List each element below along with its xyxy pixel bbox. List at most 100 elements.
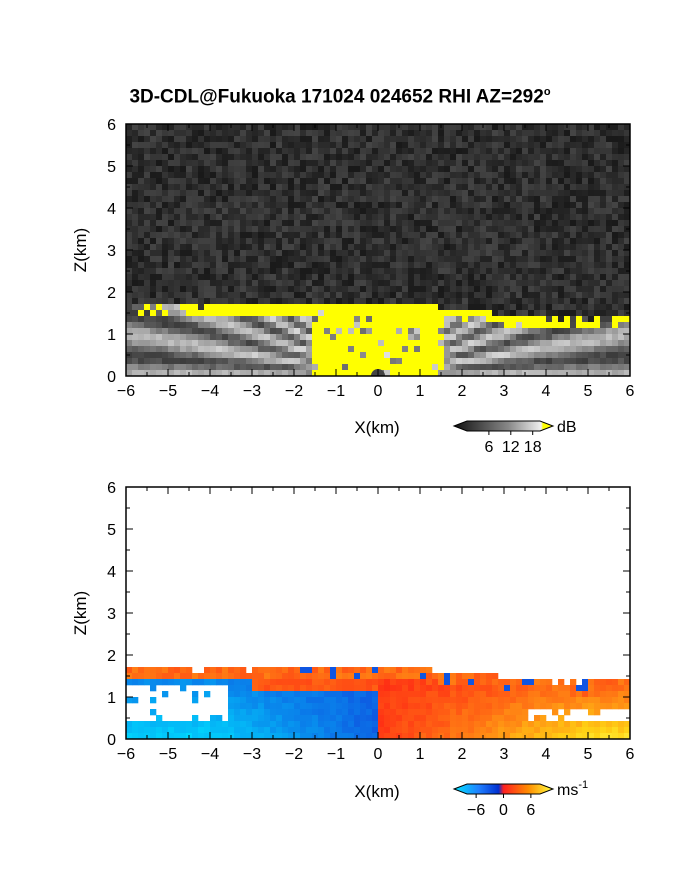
reflectivity-cell (552, 304, 559, 311)
velocity-cell (354, 727, 361, 734)
reflectivity-cell (318, 286, 325, 293)
velocity-cell (456, 727, 463, 734)
velocity-cell (288, 667, 295, 674)
velocity-cell (420, 715, 427, 722)
reflectivity-cell (396, 196, 403, 203)
reflectivity-cell (162, 190, 169, 197)
reflectivity-cell (222, 142, 229, 149)
reflectivity-cell (462, 244, 469, 251)
velocity-cell (462, 703, 469, 710)
reflectivity-cell (576, 154, 583, 161)
velocity-cell (624, 703, 630, 710)
reflectivity-cell (276, 262, 283, 269)
reflectivity-cell (558, 136, 565, 143)
reflectivity-cell (474, 256, 481, 263)
reflectivity-cell (534, 370, 541, 376)
reflectivity-cell (126, 334, 133, 341)
reflectivity-cell (204, 304, 211, 311)
reflectivity-cell (204, 328, 211, 335)
reflectivity-cell (462, 370, 469, 376)
velocity-cell (414, 709, 421, 716)
reflectivity-cell (606, 178, 613, 185)
velocity-cell (378, 697, 385, 704)
reflectivity-cell (174, 256, 181, 263)
reflectivity-cell (132, 238, 139, 245)
reflectivity-cell (168, 202, 175, 209)
reflectivity-cell (354, 226, 361, 233)
reflectivity-cell (564, 364, 571, 371)
reflectivity-cell (474, 196, 481, 203)
reflectivity-cell (300, 238, 307, 245)
reflectivity-cell (432, 298, 439, 305)
reflectivity-cell (192, 190, 199, 197)
reflectivity-cell (234, 136, 241, 143)
velocity-cell (408, 703, 415, 710)
reflectivity-cell (498, 124, 505, 131)
reflectivity-cell (258, 178, 265, 185)
reflectivity-cell (546, 352, 553, 359)
reflectivity-cell (612, 184, 619, 191)
reflectivity-cell (510, 166, 517, 173)
velocity-cell (318, 667, 325, 674)
reflectivity-cell (366, 154, 373, 161)
reflectivity-cell (558, 280, 565, 287)
reflectivity-cell (540, 142, 547, 149)
reflectivity-cell (186, 166, 193, 173)
velocity-x-label: X(km) (354, 782, 399, 801)
velocity-cell (456, 691, 463, 698)
reflectivity-cell (582, 346, 589, 353)
reflectivity-cell (366, 166, 373, 173)
velocity-cell (144, 667, 151, 674)
velocity-cell (234, 685, 241, 692)
velocity-cell (558, 721, 565, 728)
reflectivity-cell (450, 208, 457, 215)
reflectivity-cell (186, 214, 193, 221)
reflectivity-cell (318, 178, 325, 185)
velocity-cell (390, 679, 397, 686)
reflectivity-cell (444, 232, 451, 239)
velocity-cell (480, 685, 487, 692)
velocity-cell (432, 697, 439, 704)
reflectivity-y-tick-label: 0 (107, 369, 116, 386)
reflectivity-cell (240, 166, 247, 173)
reflectivity-cell (426, 370, 433, 376)
reflectivity-cell (570, 304, 577, 311)
velocity-cell (312, 679, 319, 686)
reflectivity-cell (576, 166, 583, 173)
reflectivity-cell (312, 244, 319, 251)
reflectivity-heatmap (126, 124, 630, 376)
reflectivity-cell (330, 124, 337, 131)
reflectivity-cell (570, 298, 577, 305)
reflectivity-cell (240, 298, 247, 305)
reflectivity-cell (126, 238, 133, 245)
velocity-cell (546, 691, 553, 698)
reflectivity-cell (210, 190, 217, 197)
reflectivity-cell (276, 178, 283, 185)
reflectivity-cell (600, 334, 607, 341)
reflectivity-cell (552, 334, 559, 341)
velocity-cell (312, 667, 319, 674)
reflectivity-cell (270, 268, 277, 275)
velocity-cell (366, 679, 373, 686)
reflectivity-cell (492, 280, 499, 287)
velocity-cell (432, 679, 439, 686)
velocity-cell (414, 715, 421, 722)
reflectivity-cell (444, 310, 451, 317)
velocity-cell (408, 733, 415, 739)
reflectivity-cell (450, 196, 457, 203)
reflectivity-cell (486, 298, 493, 305)
velocity-cell (192, 715, 199, 722)
reflectivity-cell (348, 220, 355, 227)
reflectivity-cell (354, 238, 361, 245)
velocity-cell (564, 727, 571, 734)
reflectivity-cell (342, 298, 349, 305)
reflectivity-cell (348, 178, 355, 185)
reflectivity-cell (276, 238, 283, 245)
reflectivity-cell (342, 130, 349, 137)
reflectivity-colorbar-ticks: 6 12 18 (484, 431, 542, 456)
reflectivity-cell (174, 202, 181, 209)
velocity-cell (282, 697, 289, 704)
reflectivity-cell (510, 184, 517, 191)
reflectivity-cell (450, 352, 457, 359)
reflectivity-cell (216, 364, 223, 371)
